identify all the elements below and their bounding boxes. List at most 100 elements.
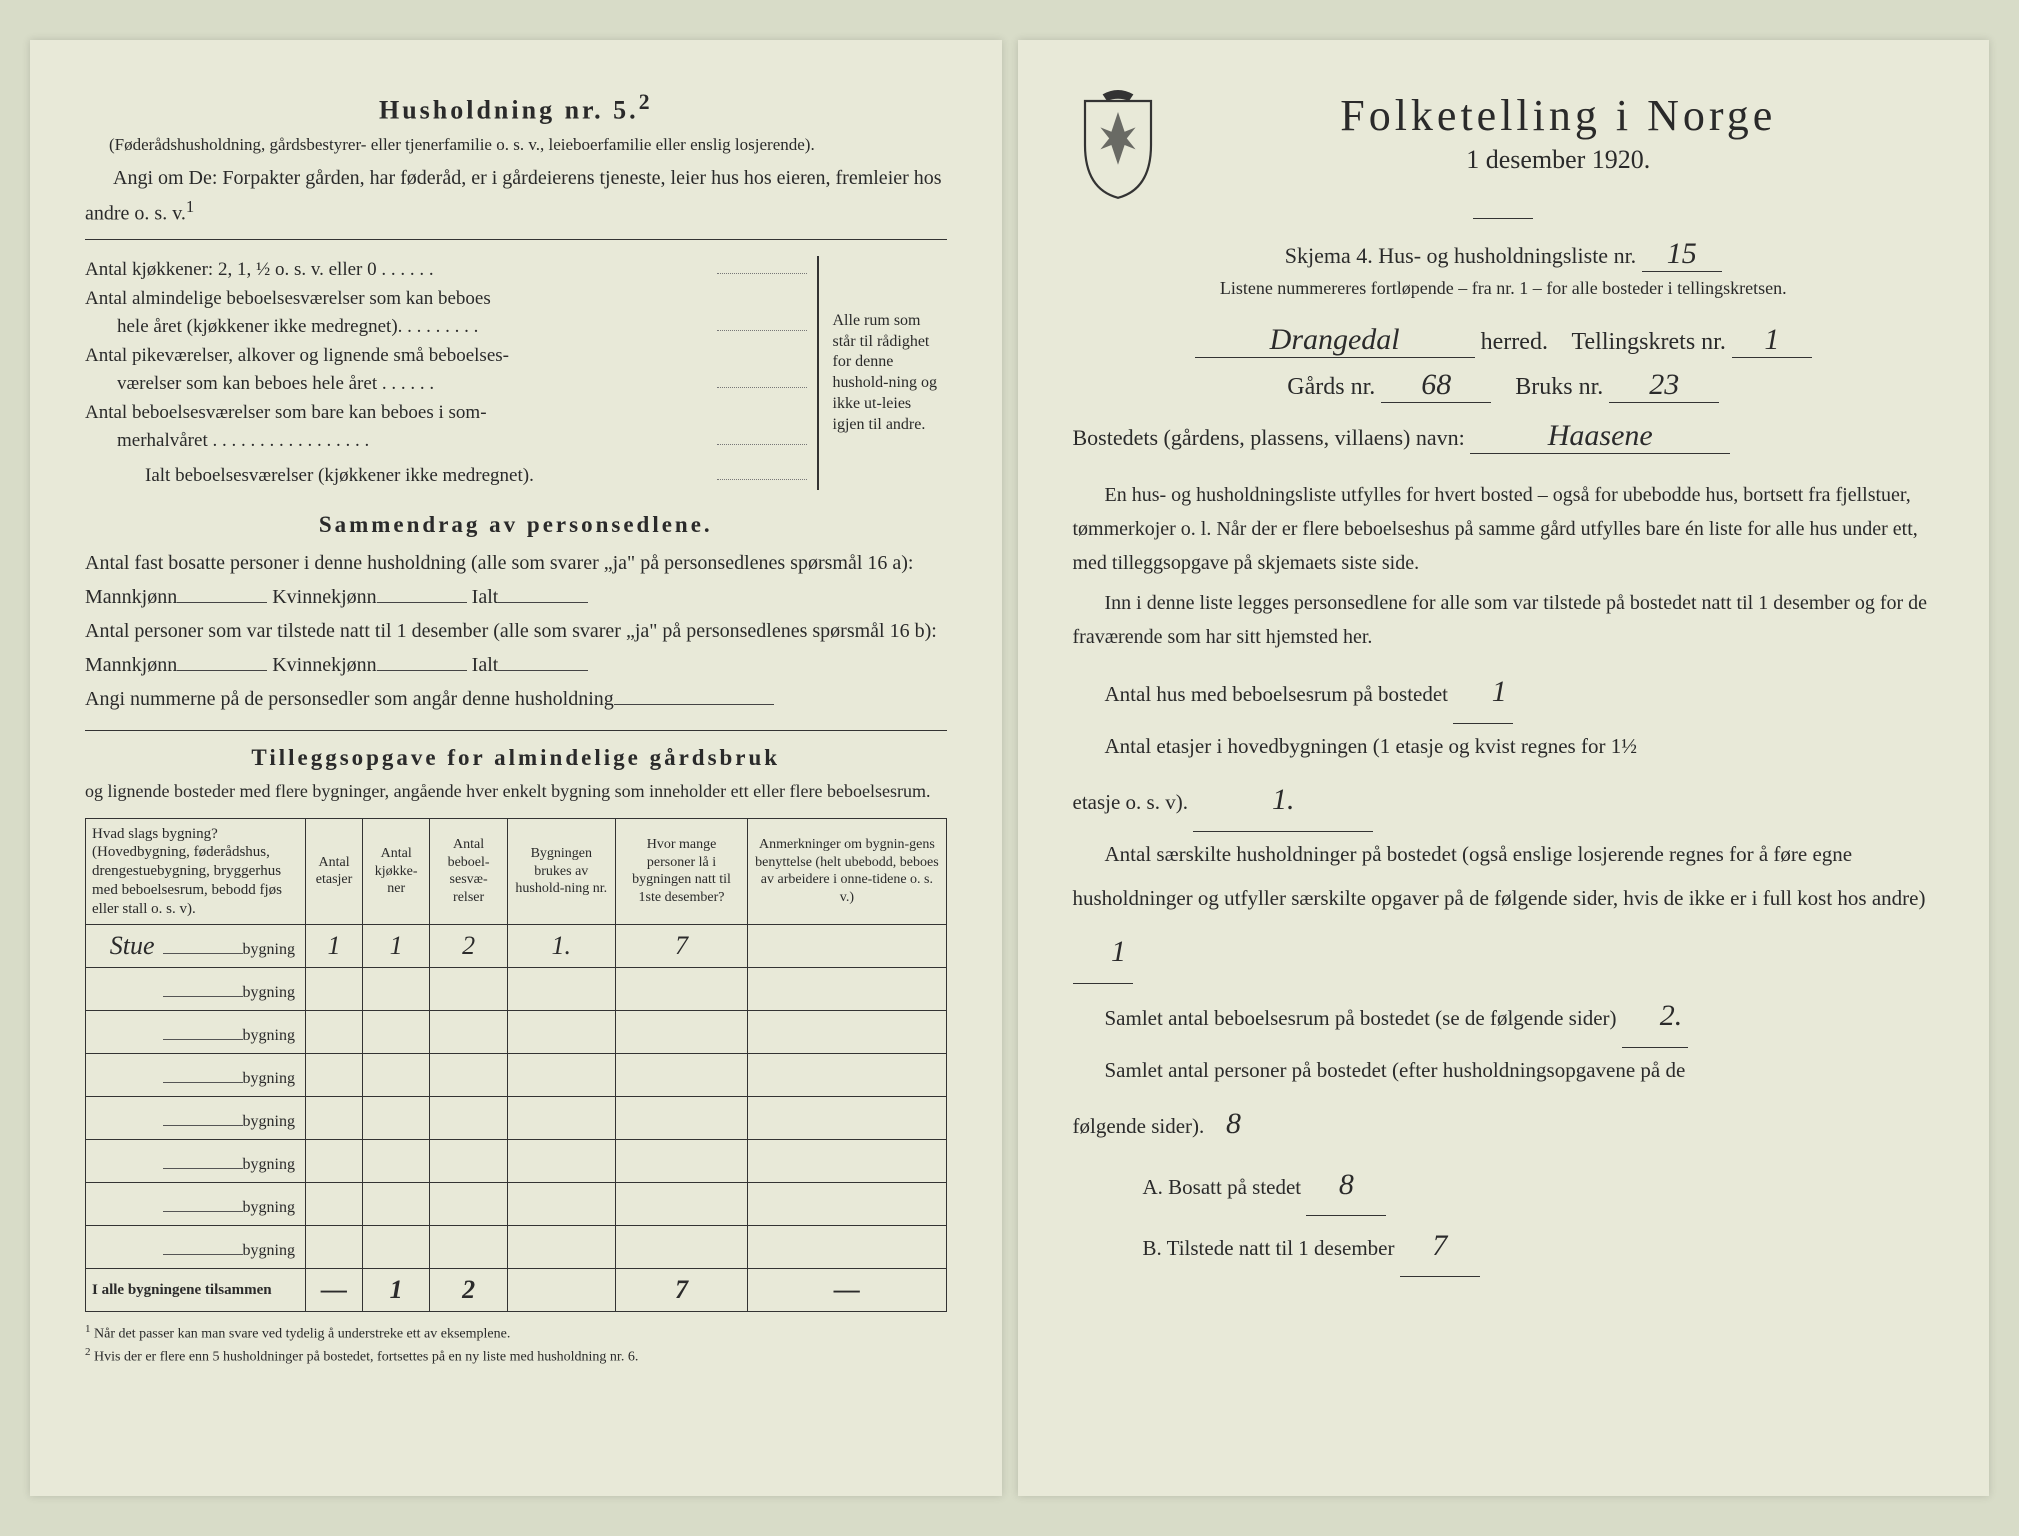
kitchen-row-2b: hele året (kjøkkener ikke medregnet). . … (85, 313, 807, 342)
th-4: Bygningen brukes av hushold-ning nr. (507, 818, 615, 925)
slot-kvinne2 (377, 651, 467, 671)
th-3: Antal beboel-sesvæ-relser (430, 818, 508, 925)
k-l1: Antal kjøkkener: 2, 1, ½ o. s. v. eller … (85, 256, 711, 285)
row-c6 (748, 1183, 946, 1226)
row-c3 (430, 1011, 508, 1054)
sub-b-val: 7 (1400, 1216, 1480, 1277)
row-c5 (615, 1097, 748, 1140)
row-name: bygning (86, 1140, 306, 1183)
a2-label-b: etasje o. s. v). (1073, 790, 1188, 814)
coat-of-arms-icon (1073, 90, 1163, 200)
a5-label-b: følgende sider). (1073, 1114, 1205, 1138)
row-c2 (363, 1183, 430, 1226)
row-name: bygning (86, 1054, 306, 1097)
summary-heading: Sammendrag av personsedlene. (85, 512, 947, 538)
tillegg-heading: Tilleggsopgave for almindelige gårdsbruk (85, 745, 947, 771)
k-slot (717, 462, 807, 480)
row-name: bygning (86, 968, 306, 1011)
kitchen-row-3b: værelser som kan beboes hele året . . . … (85, 370, 807, 399)
skjema-line: Skjema 4. Hus- og husholdningsliste nr. … (1073, 237, 1935, 272)
row-c2 (363, 968, 430, 1011)
row-c5 (615, 1183, 748, 1226)
husholdning-heading: Husholdning nr. 5.2 (85, 90, 947, 126)
row-c5: 7 (615, 925, 748, 968)
sub-a-label: A. Bosatt på stedet (1143, 1175, 1302, 1199)
row-c3 (430, 1054, 508, 1097)
skjema-nr: 15 (1642, 237, 1722, 272)
a3-row: Antal særskilte husholdninger på bostede… (1073, 832, 1935, 984)
th-5: Hvor mange personer lå i bygningen natt … (615, 818, 748, 925)
short-rule (1473, 218, 1533, 219)
row-c4 (507, 968, 615, 1011)
row-c2 (363, 1140, 430, 1183)
header-block: Folketelling i Norge 1 desember 1920. (1073, 90, 1935, 200)
row-c4 (507, 1054, 615, 1097)
row-c1: 1 (306, 925, 363, 968)
left-page: Husholdning nr. 5.2 (Føderådshusholdning… (30, 40, 1002, 1496)
row-c6 (748, 925, 946, 968)
row-c4 (507, 1011, 615, 1054)
slot-mann2 (177, 651, 267, 671)
main-title: Folketelling i Norge (1073, 90, 1935, 141)
herred-name: Drangedal (1195, 323, 1475, 358)
slot-kvinne (377, 583, 467, 603)
bosted-label: Bostedets (gårdens, plassens, villaens) … (1073, 425, 1465, 450)
k-slot (717, 427, 807, 445)
k-l4b: merhalvåret . . . . . . . . . . . . . . … (85, 427, 711, 456)
footnote-1: 1 Når det passer kan man svare ved tydel… (85, 1322, 947, 1345)
tot-4: 7 (615, 1269, 748, 1312)
sub-a-val: 8 (1306, 1155, 1386, 1216)
skjema-label: Skjema 4. Hus- og husholdningsliste nr. (1285, 243, 1636, 268)
a5-label: Samlet antal personer på bostedet (efter… (1105, 1058, 1686, 1082)
table-header-row: Hvad slags bygning? (Hovedbygning, føder… (86, 818, 947, 925)
kitchen-lines: Antal kjøkkener: 2, 1, ½ o. s. v. eller … (85, 256, 807, 490)
summary-l3-text: Angi nummerne på de personsedler som ang… (85, 688, 614, 710)
th-6: Anmerkninger om bygnin-gens benyttelse (… (748, 818, 946, 925)
row-name: bygning (86, 1097, 306, 1140)
fn2-text: Hvis der er flere enn 5 husholdninger på… (94, 1350, 638, 1365)
krets-nr: 1 (1732, 323, 1812, 358)
bosted-row: Bostedets (gårdens, plassens, villaens) … (1073, 419, 1935, 454)
row-c1 (306, 1054, 363, 1097)
summary-l2: Antal personer som var tilstede natt til… (85, 614, 947, 682)
row-c3 (430, 968, 508, 1011)
bruks-nr: 23 (1609, 368, 1719, 403)
row-c1 (306, 1183, 363, 1226)
k-slot (717, 370, 807, 388)
a2-label-a: Antal etasjer i hovedbygningen (1 etasje… (1105, 734, 1637, 758)
bygning-table: Hvad slags bygning? (Hovedbygning, føder… (85, 818, 947, 1313)
a3-val: 1 (1073, 920, 1133, 984)
table-row: bygning (86, 1011, 947, 1054)
a5-row-b: følgende sider). 8 (1073, 1092, 1935, 1155)
th-0: Hvad slags bygning? (Hovedbygning, føder… (86, 818, 306, 925)
k-l3b: værelser som kan beboes hele året . . . … (85, 370, 711, 399)
slot-ialt2 (498, 651, 588, 671)
k-slot (717, 313, 807, 331)
row-c5 (615, 1140, 748, 1183)
sub-b-label: B. Tilstede natt til 1 desember (1143, 1236, 1395, 1260)
k-slot (717, 256, 807, 274)
row-c6 (748, 1140, 946, 1183)
k-l2a: Antal almindelige beboelsesværelser som … (85, 285, 807, 314)
kitchen-row-4b: merhalvåret . . . . . . . . . . . . . . … (85, 427, 807, 456)
tot-5: — (748, 1269, 946, 1312)
row-name: bygning (86, 1226, 306, 1269)
summary-l1b: Kvinnekjønn (272, 586, 376, 608)
summary-l2b: Kvinnekjønn (272, 654, 376, 676)
note2-sup: 1 (186, 197, 194, 216)
row-name: bygning (86, 1011, 306, 1054)
sub-b: B. Tilstede natt til 1 desember 7 (1073, 1216, 1935, 1277)
tot-2: 2 (430, 1269, 508, 1312)
table-row: bygning (86, 1097, 947, 1140)
divider (85, 730, 947, 731)
a5-val: 8 (1220, 1107, 1247, 1140)
heading-text: Husholdning nr. 5. (379, 96, 639, 125)
row-c1 (306, 1226, 363, 1269)
table-row: bygning (86, 1183, 947, 1226)
summary-l1: Antal fast bosatte personer i denne hush… (85, 546, 947, 614)
row-c4: 1. (507, 925, 615, 968)
row-c5 (615, 1011, 748, 1054)
footnotes: 1 Når det passer kan man svare ved tydel… (85, 1322, 947, 1367)
k-l3a: Antal pikeværelser, alkover og lignende … (85, 342, 807, 371)
row-c3 (430, 1097, 508, 1140)
